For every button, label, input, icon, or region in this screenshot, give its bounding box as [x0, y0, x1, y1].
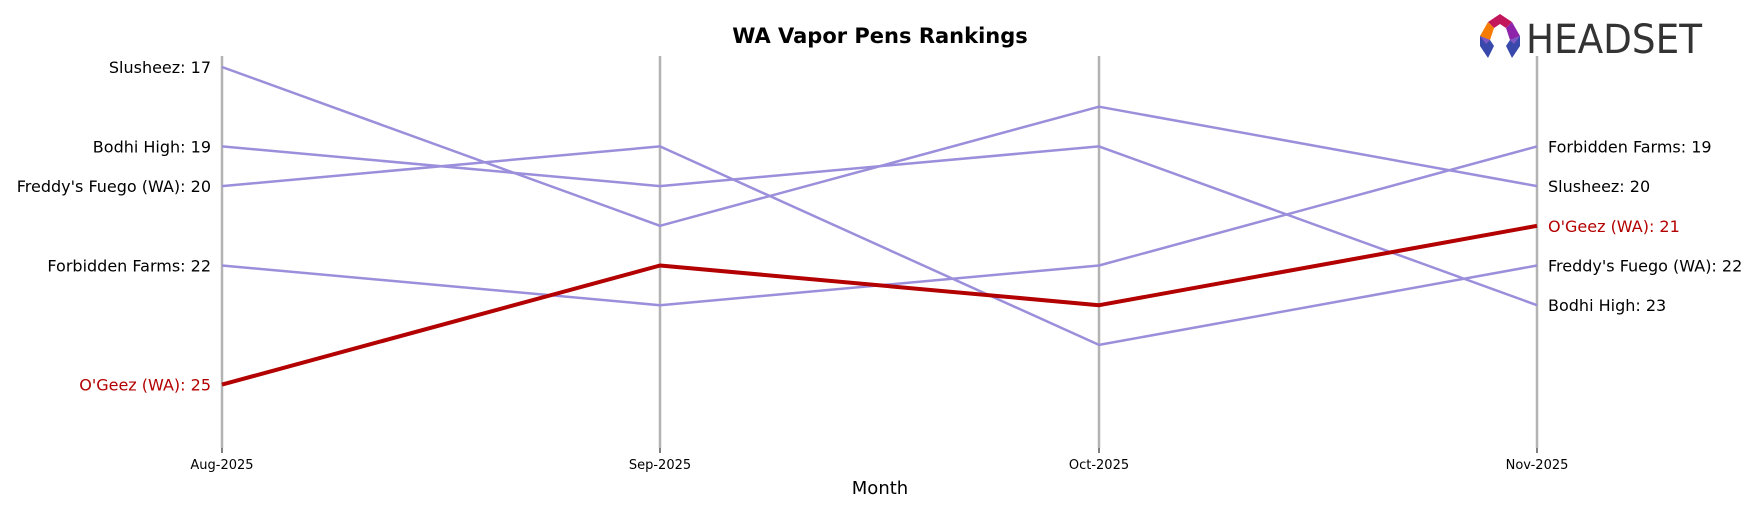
headset-logo: HEADSET [1480, 14, 1703, 63]
end-labels: Forbidden Farms: 19 Slusheez: 20 O'Geez (W… [1548, 137, 1742, 315]
x-tick-label: Oct-2025 [1069, 458, 1129, 473]
end-label: O'Geez (WA): 21 [1548, 217, 1680, 236]
start-label: Bodhi High: 19 [93, 137, 211, 156]
series-line-o-geez-wa [221, 223, 1538, 387]
start-labels: Slusheez: 17 Bodhi High: 19 Freddy's Fuego… [17, 58, 211, 395]
chart-title: WA Vapor Pens Rankings [732, 24, 1028, 48]
start-label: Freddy's Fuego (WA): 20 [17, 177, 211, 196]
end-label: Freddy's Fuego (WA): 22 [1548, 257, 1742, 276]
headset-logo-icon [1480, 14, 1520, 58]
series-lines [221, 65, 1538, 387]
series-line-freddy-s-fuego-wa [221, 145, 1538, 347]
end-label: Bodhi High: 23 [1548, 296, 1666, 315]
headset-logo-text: HEADSET [1526, 17, 1703, 63]
start-label: O'Geez (WA): 25 [79, 376, 211, 395]
start-label: Slusheez: 17 [109, 58, 211, 77]
series-line-bodhi-high [221, 145, 1538, 307]
x-tick-label: Sep-2025 [629, 458, 691, 473]
start-label: Forbidden Farms: 22 [47, 257, 211, 276]
x-axis-label: Month [852, 478, 908, 499]
month-gridlines [220, 56, 1539, 448]
end-label: Forbidden Farms: 19 [1548, 137, 1712, 156]
x-tick-label: Aug-2025 [190, 458, 253, 473]
series-line-slusheez [221, 65, 1538, 228]
x-axis-ticks: Aug-2025 Sep-2025 Oct-2025 Nov-2025 [190, 448, 1568, 473]
series-line-forbidden-farms [221, 145, 1538, 307]
end-label: Slusheez: 20 [1548, 177, 1650, 196]
x-tick-label: Nov-2025 [1506, 458, 1569, 473]
